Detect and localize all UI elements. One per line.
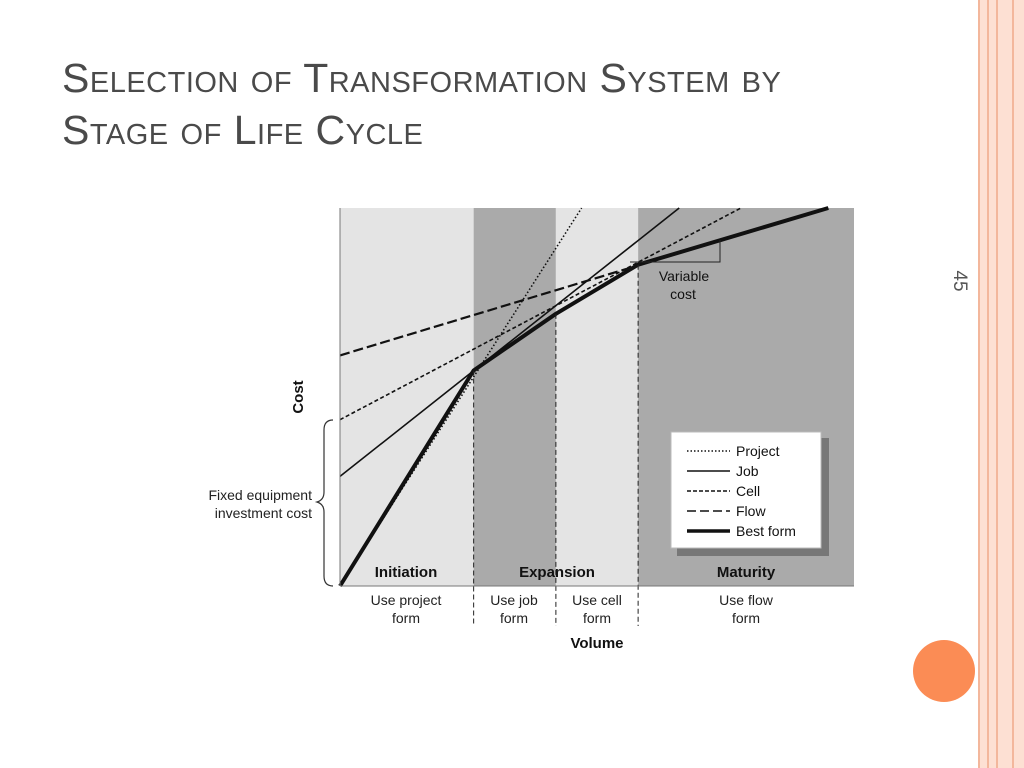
y-axis-title: Cost: [290, 380, 307, 413]
variable-cost-label-2: cost: [670, 286, 696, 302]
x-axis-title: Volume: [570, 635, 623, 652]
stage-dividers: [473, 264, 639, 626]
legend: Project Job Cell Flow Best form: [670, 431, 829, 556]
stage-bg-expansion-job: [473, 208, 556, 586]
chart-lines: [338, 206, 829, 588]
legend-label-flow: Flow: [736, 503, 766, 519]
decorative-circle: [913, 640, 975, 702]
right-border-band: [978, 0, 1024, 768]
right-border-line-4: [1012, 0, 1014, 768]
legend-label-job: Job: [736, 463, 759, 479]
slide-title-line-1: Selection of Transformation System by: [62, 55, 782, 101]
form-label-project-1: Use project: [371, 592, 442, 608]
legend-label-cell: Cell: [736, 483, 760, 499]
slide-title: Selection of Transformation System by St…: [62, 52, 942, 156]
form-label-flow-2: form: [732, 610, 760, 626]
variable-cost-callout: [630, 240, 721, 263]
form-label-cell-2: form: [583, 610, 611, 626]
slide-title-line-2: Stage of Life Cycle: [62, 107, 424, 153]
legend-box: [670, 431, 822, 549]
chart-axes: [339, 208, 854, 587]
form-label-flow-1: Use flow: [719, 592, 774, 608]
right-border-line-3: [996, 0, 998, 768]
stage-label-initiation: Initiation: [375, 564, 438, 581]
form-label-cell-1: Use cell: [572, 592, 622, 608]
form-label-job-2: form: [500, 610, 528, 626]
stage-bg-initiation: [340, 208, 474, 586]
form-label-project-2: form: [392, 610, 420, 626]
stage-bg-expansion-cell: [555, 208, 639, 586]
form-label-job-1: Use job: [490, 592, 538, 608]
right-border-line-1: [978, 0, 980, 768]
fixed-cost-brace: [314, 419, 334, 587]
fixed-cost-label-2: investment cost: [215, 505, 312, 521]
series-line-job: [339, 207, 680, 478]
legend-label-best-form: Best form: [736, 523, 796, 539]
stage-label-expansion: Expansion: [519, 564, 595, 581]
legend-label-project: Project: [736, 443, 780, 459]
variable-cost-label-1: Variable: [659, 268, 710, 284]
series-line-cell: [339, 207, 742, 421]
series-line-best-form: [338, 206, 829, 588]
right-border-line-2: [987, 0, 989, 768]
fixed-cost-label-1: Fixed equipment: [208, 487, 312, 503]
stage-label-maturity: Maturity: [717, 564, 776, 581]
